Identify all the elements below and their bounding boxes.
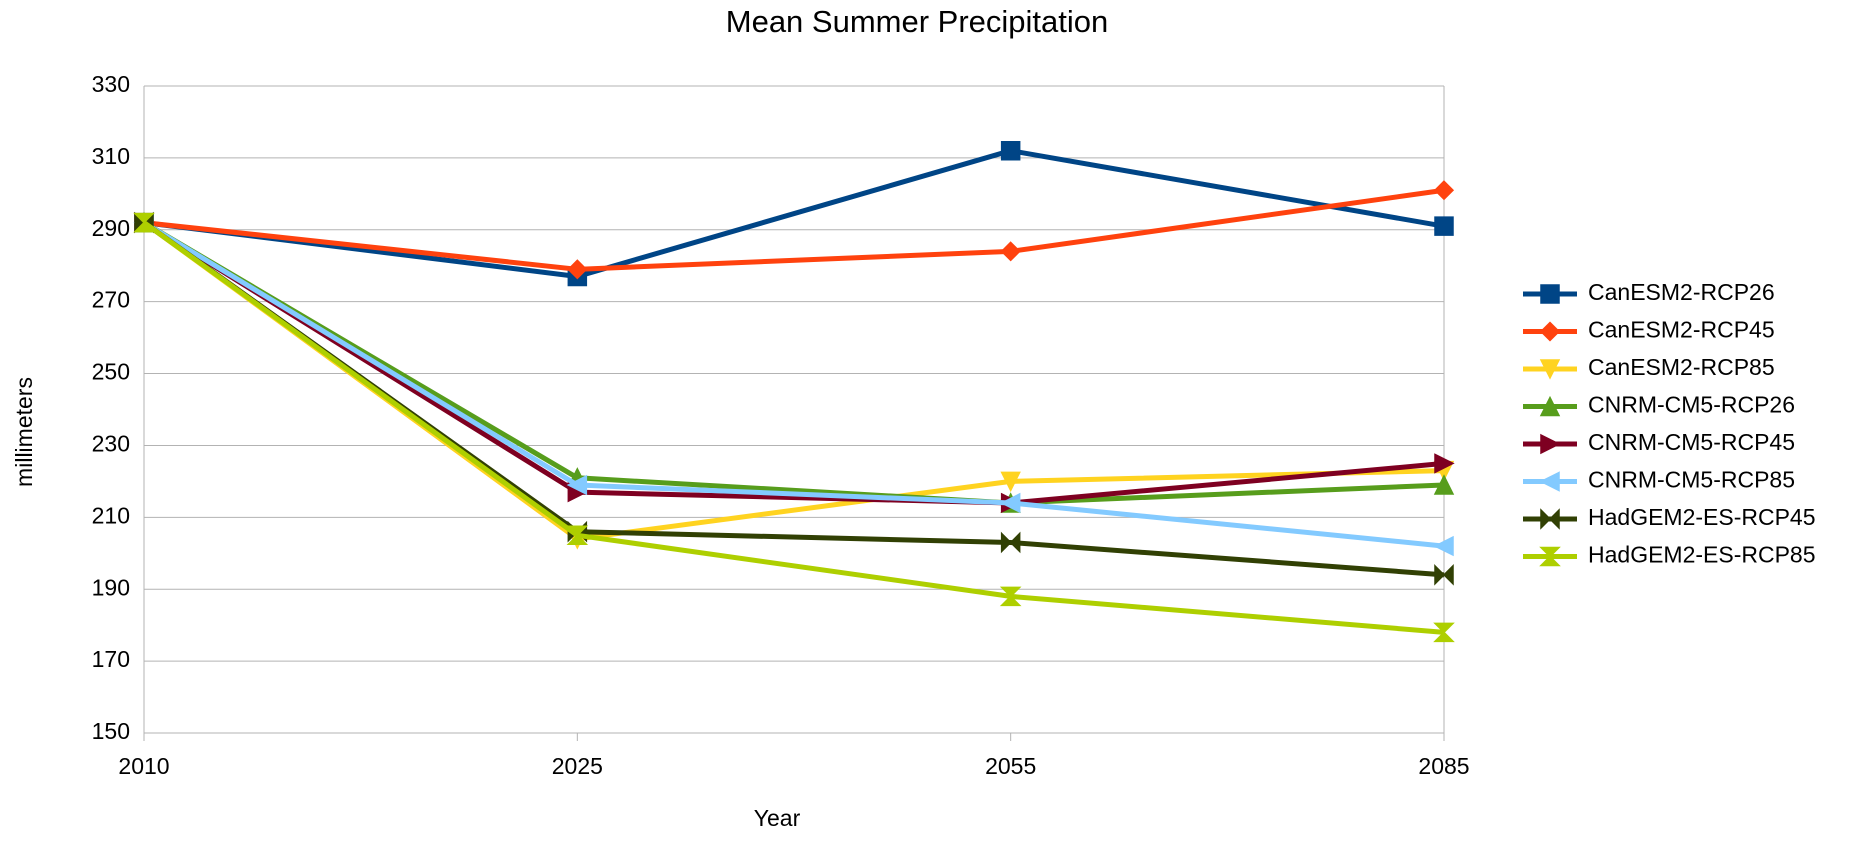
legend-label: HadGEM2-ES-RCP85: [1588, 542, 1816, 568]
legend-marker: [1539, 471, 1560, 492]
data-point: [1433, 622, 1455, 643]
data-point: [999, 492, 1021, 514]
data-point: [999, 586, 1022, 607]
y-tick-label: 290: [92, 215, 130, 241]
legend-marker: [1539, 321, 1561, 342]
legend-label: CanESM2-RCP45: [1588, 317, 1775, 343]
x-axis-label: Year: [754, 805, 801, 831]
data-point: [1000, 140, 1021, 161]
data-point: [1434, 216, 1454, 236]
x-tick-label: 2025: [552, 753, 603, 779]
x-tick-label: 2010: [118, 753, 169, 779]
data-point: [1433, 535, 1454, 557]
series-line: [142, 220, 1445, 506]
data-point: [1433, 180, 1455, 201]
y-tick-label: 190: [92, 574, 130, 600]
legend-label: CanESM2-RCP26: [1588, 279, 1775, 305]
data-point: [1000, 531, 1021, 554]
legend-label: HadGEM2-ES-RCP45: [1588, 504, 1816, 530]
series-line: [142, 220, 1445, 635]
y-tick-label: 330: [92, 71, 130, 97]
data-point: [1000, 241, 1021, 262]
legend-marker: [1540, 433, 1561, 455]
y-tick-label: 210: [92, 502, 130, 528]
legend-marker: [1540, 284, 1560, 304]
data-point: [1434, 564, 1454, 586]
series-line: [142, 220, 1445, 549]
y-tick-label: 170: [92, 646, 130, 672]
y-axis-label: millimeters: [11, 377, 37, 487]
legend-marker: [1539, 395, 1561, 417]
legend-label: CNRM-CM5-RCP45: [1588, 429, 1795, 455]
y-tick-label: 150: [92, 718, 130, 744]
x-tick-label: 2085: [1418, 753, 1469, 779]
legend-marker: [1539, 546, 1561, 567]
series-line: [143, 148, 1445, 280]
series-line: [142, 220, 1445, 506]
data-point: [566, 474, 588, 496]
data-point: [566, 525, 589, 546]
data-point: [1434, 453, 1455, 474]
data-point: [133, 212, 155, 233]
y-tick-label: 250: [92, 359, 130, 385]
x-tick-label: 2055: [985, 753, 1036, 779]
y-tick-label: 310: [92, 143, 130, 169]
data-point: [1433, 474, 1455, 495]
chart-title: Mean Summer Precipitation: [726, 4, 1109, 39]
legend-marker: [1540, 508, 1560, 530]
legend-label: CNRM-CM5-RCP85: [1588, 467, 1795, 493]
legend-marker: [1539, 359, 1561, 380]
y-tick-label: 230: [92, 431, 130, 457]
data-point: [1000, 471, 1021, 493]
legend-label: CanESM2-RCP85: [1588, 354, 1775, 380]
y-tick-label: 270: [92, 287, 130, 313]
series-line: [143, 187, 1445, 272]
series-line: [142, 220, 1445, 578]
data-point: [567, 259, 588, 280]
legend-label: CNRM-CM5-RCP26: [1588, 392, 1795, 418]
